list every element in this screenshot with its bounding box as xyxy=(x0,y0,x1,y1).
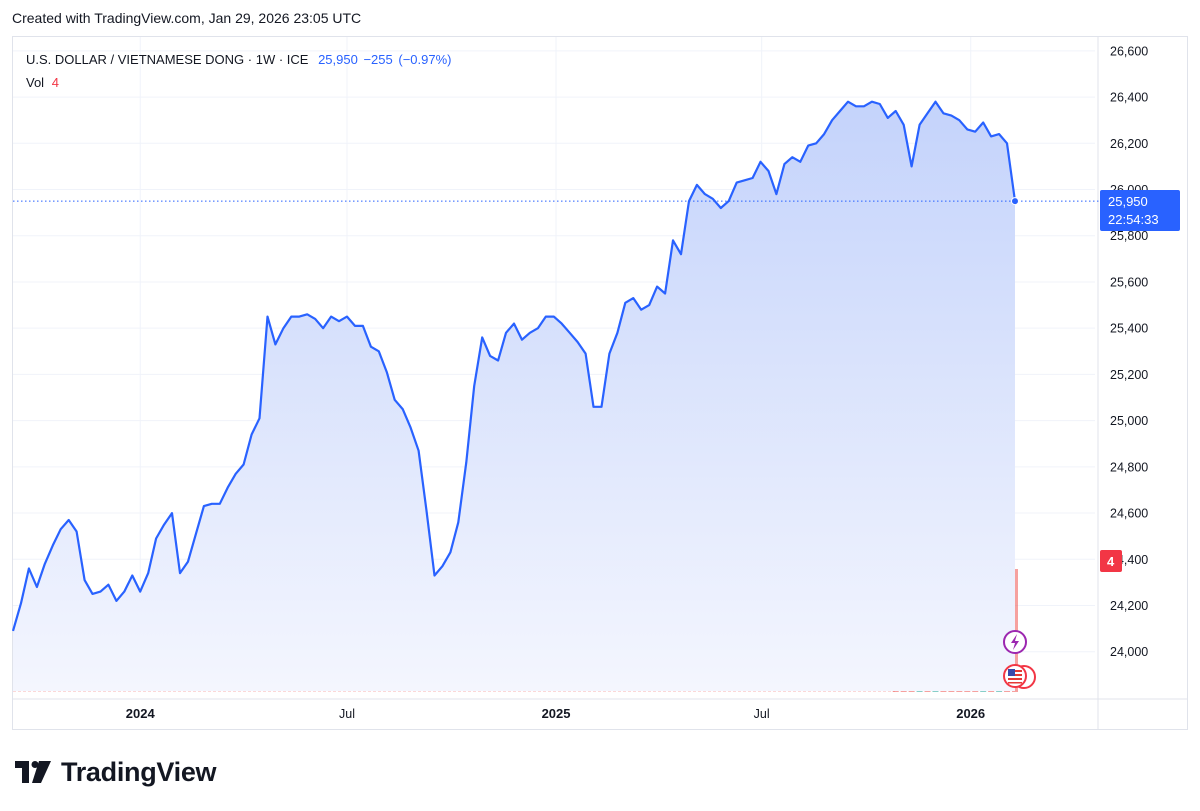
chart-frame xyxy=(12,36,1188,730)
price-badge: 25,950 22:54:33 xyxy=(1100,190,1180,231)
volume-badge-value: 4 xyxy=(1107,554,1115,569)
x-tick-label: Jul xyxy=(339,707,355,721)
y-tick-label: 24,200 xyxy=(1110,599,1148,613)
symbol-title[interactable]: U.S. DOLLAR / VIETNAMESE DONG · 1W · ICE xyxy=(26,52,309,67)
legend-symbol-row: U.S. DOLLAR / VIETNAMESE DONG · 1W · ICE… xyxy=(26,48,454,71)
last-price: 25,950 xyxy=(318,52,358,67)
volume-badge: 4 xyxy=(1100,550,1122,572)
y-tick-label: 25,000 xyxy=(1110,414,1148,428)
y-tick-label: 25,200 xyxy=(1110,368,1148,382)
x-tick-label: Jul xyxy=(754,707,770,721)
volume-value: 4 xyxy=(51,75,59,90)
y-tick-label: 26,400 xyxy=(1110,91,1148,105)
tradingview-logo-icon xyxy=(15,761,51,783)
price-badge-countdown: 22:54:33 xyxy=(1108,212,1159,227)
y-tick-label: 24,800 xyxy=(1110,460,1148,474)
tradingview-wordmark: TradingView xyxy=(61,756,217,787)
y-tick-label: 26,200 xyxy=(1110,137,1148,151)
y-tick-label: 26,600 xyxy=(1110,44,1148,58)
price-area xyxy=(13,101,1015,691)
lightning-icon[interactable] xyxy=(1003,630,1027,654)
price-change: −255 xyxy=(363,52,393,67)
y-tick-label: 24,000 xyxy=(1110,645,1148,659)
us-flag-icon[interactable] xyxy=(1003,664,1036,689)
price-badge-value: 25,950 xyxy=(1108,194,1148,209)
created-with-caption: Created with TradingView.com, Jan 29, 20… xyxy=(12,10,362,26)
tradingview-logo[interactable]: TradingView xyxy=(15,753,217,791)
volume-label[interactable]: Vol xyxy=(26,75,45,90)
y-tick-label: 25,600 xyxy=(1110,275,1148,289)
last-price-marker[interactable] xyxy=(1011,197,1019,206)
x-axis: 2024 Jul 2025 Jul 2026 xyxy=(126,706,985,721)
y-tick-label: 25,800 xyxy=(1110,229,1148,243)
chart-legend: U.S. DOLLAR / VIETNAMESE DONG · 1W · ICE… xyxy=(26,48,454,94)
y-tick-label: 24,600 xyxy=(1110,507,1148,521)
x-tick-label: 2026 xyxy=(956,706,985,721)
x-tick-label: 2024 xyxy=(126,706,156,721)
price-change-percent: (−0.97%) xyxy=(398,52,452,67)
y-tick-label: 25,400 xyxy=(1110,322,1148,336)
legend-volume-row: Vol 4 xyxy=(26,71,454,94)
price-line xyxy=(11,100,1017,632)
legend-values: 25,950 −255 (−0.97%) xyxy=(318,52,453,67)
x-tick-label: 2025 xyxy=(542,706,571,721)
